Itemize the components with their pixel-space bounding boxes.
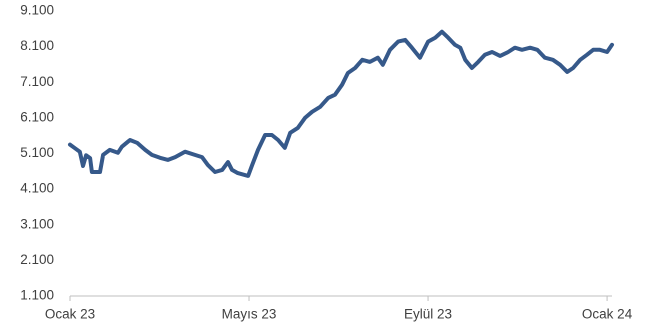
x-tick-label: Mayıs 23 <box>222 307 277 322</box>
x-tick-label: Eylül 23 <box>404 307 452 322</box>
y-tick-label: 8.100 <box>20 38 54 53</box>
x-tick-label: Ocak 23 <box>45 307 95 322</box>
y-tick-label: 1.100 <box>20 288 54 303</box>
data-line <box>68 29 614 178</box>
y-tick-label: 3.100 <box>20 216 54 231</box>
y-tick-label: 5.100 <box>20 145 54 160</box>
y-tick-label: 9.100 <box>20 3 54 18</box>
x-tick-label: Ocak 24 <box>582 307 633 322</box>
y-tick-label: 2.100 <box>20 252 54 267</box>
y-tick-label: 7.100 <box>20 74 54 89</box>
y-tick-label: 4.100 <box>20 181 54 196</box>
y-tick-label: 6.100 <box>20 109 54 124</box>
